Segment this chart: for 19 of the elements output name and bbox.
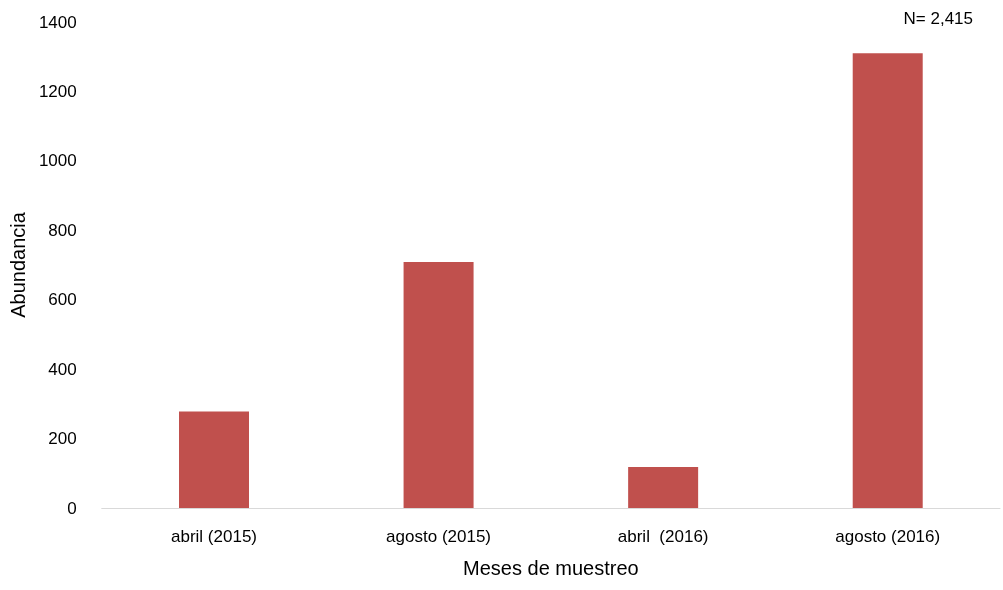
x-tick-label: agosto (2016) [835, 527, 941, 546]
annotation: N= 2,415 [903, 9, 974, 28]
y-tick-label: 1200 [38, 81, 77, 101]
y-tick-label: 1000 [38, 151, 77, 171]
y-tick-label: 400 [48, 359, 77, 379]
y-tick-label: 1400 [38, 12, 77, 32]
bar [179, 411, 249, 508]
bar [852, 53, 923, 508]
y-tick-label: 200 [48, 429, 77, 449]
x-tick-label: abril (2016) [617, 527, 709, 546]
y-tick-label: 0 [67, 498, 77, 518]
x-tick-label: abril (2015) [171, 527, 257, 546]
x-axis-title: Meses de muestreo [463, 557, 639, 579]
y-axis-title: Abundancia [7, 211, 29, 318]
y-tick-label: 600 [48, 290, 77, 310]
x-tick-label: agosto (2015) [386, 527, 492, 546]
y-tick-label: 800 [48, 220, 77, 240]
bar [628, 467, 699, 508]
bar [403, 261, 474, 508]
